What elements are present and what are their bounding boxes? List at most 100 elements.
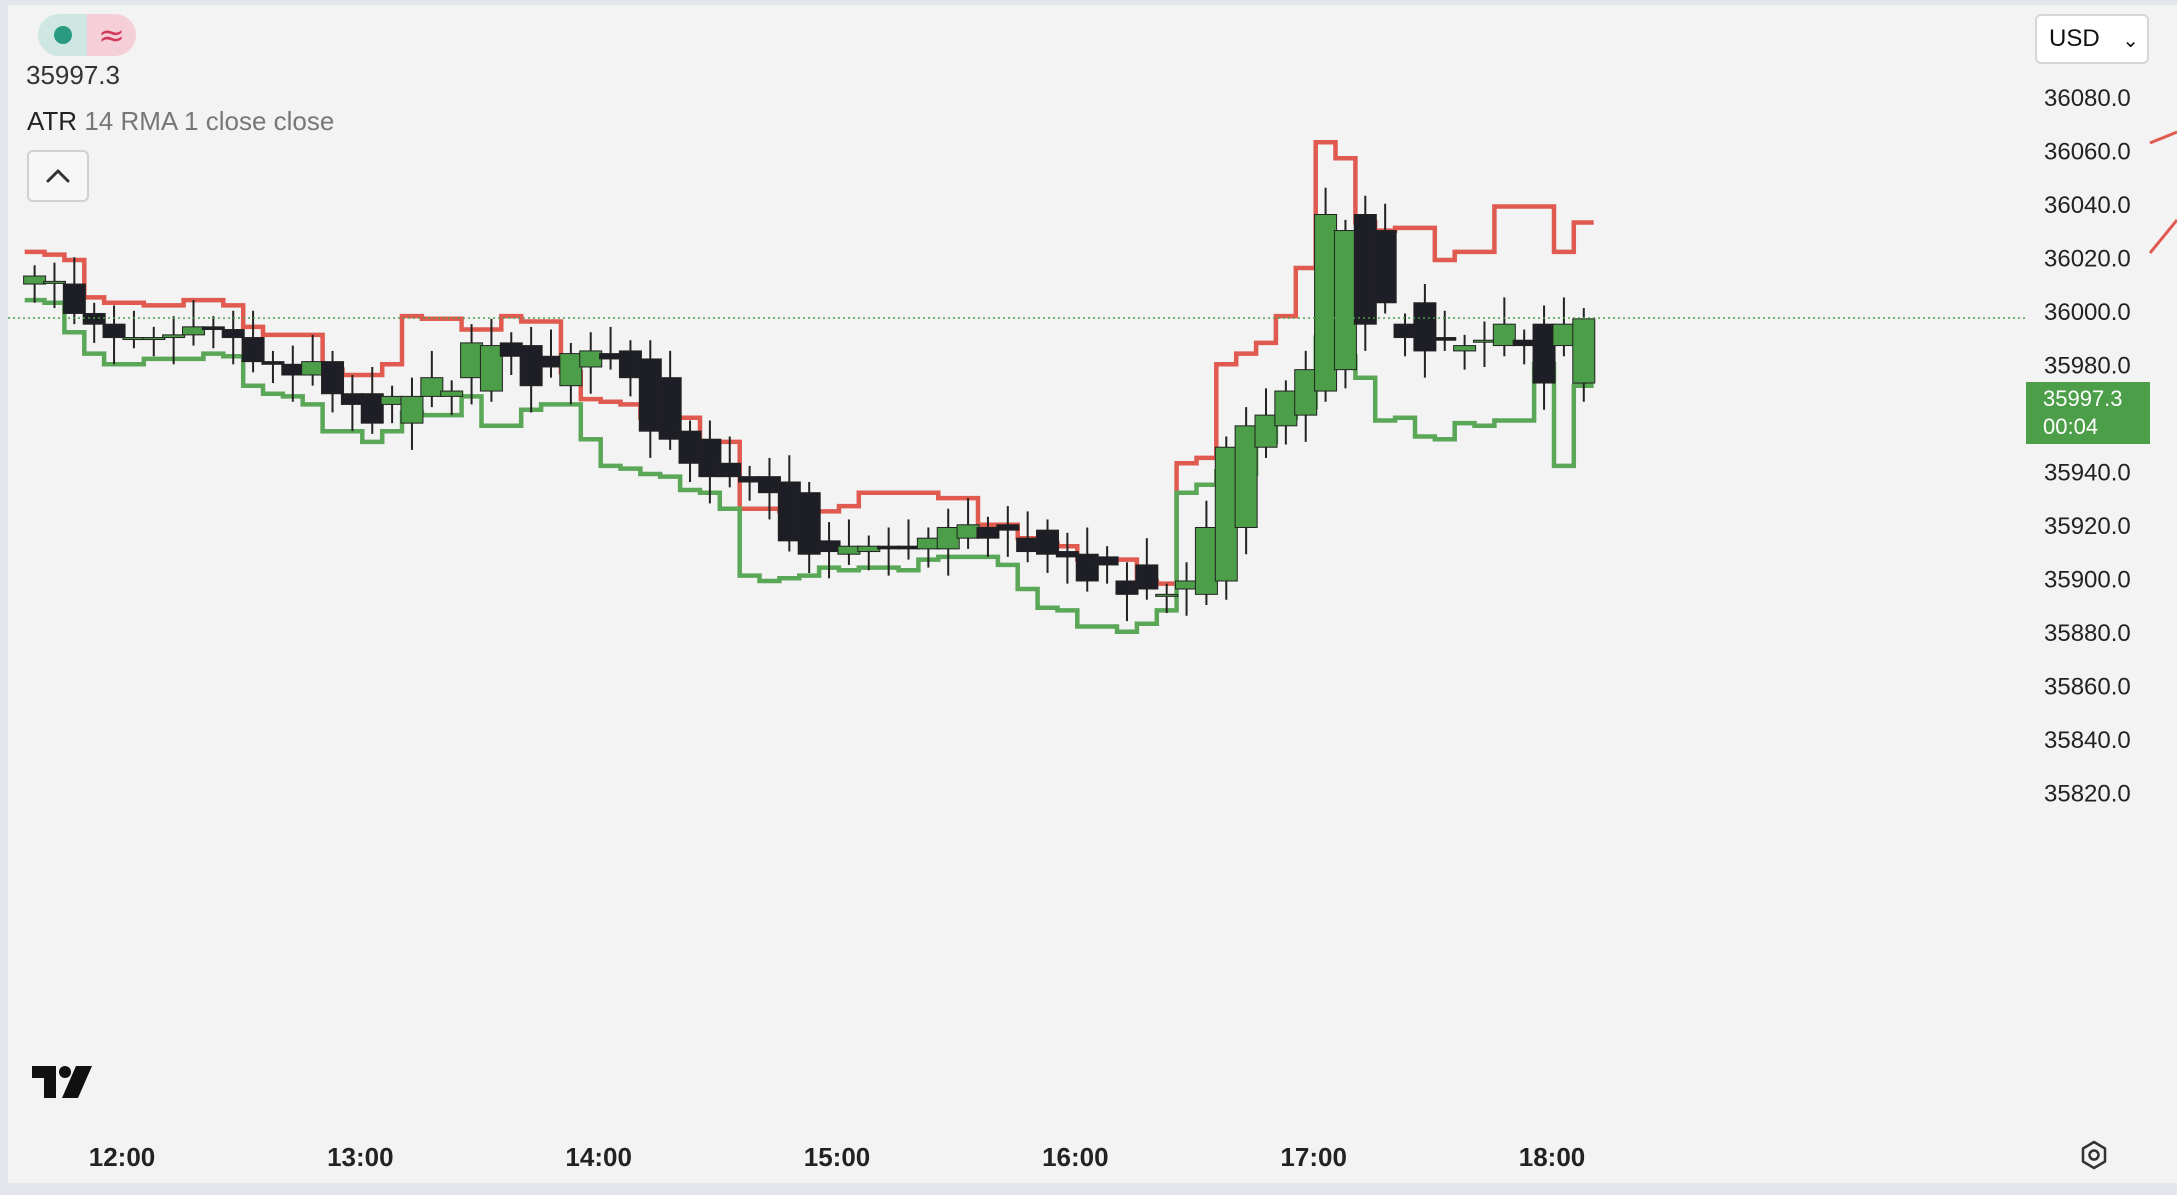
candle — [102, 305, 126, 365]
wave-icon: ≈ — [87, 14, 136, 56]
candle-body — [599, 353, 623, 360]
candle-body — [976, 526, 1000, 539]
candle-body — [1413, 302, 1437, 352]
candle-body — [757, 476, 781, 494]
candle-body — [1175, 580, 1199, 590]
candle — [1552, 297, 1576, 357]
candle-body — [1453, 345, 1477, 352]
candle-body — [201, 326, 225, 331]
candle — [1115, 562, 1139, 622]
candle-body — [1512, 339, 1536, 347]
y-tick-label: 35940.0 — [2044, 459, 2131, 486]
candle-body — [281, 363, 305, 376]
candle-body — [1115, 580, 1139, 595]
candle-body — [1333, 230, 1357, 371]
candle-body — [380, 395, 404, 405]
candle-body — [301, 361, 325, 376]
last-price-value: 35997.3 — [2043, 386, 2123, 411]
candle — [1274, 380, 1298, 445]
y-tick-label: 35840.0 — [2044, 727, 2131, 754]
y-tick-label: 35860.0 — [2044, 673, 2131, 700]
candle-body — [102, 323, 126, 339]
candle-body — [1373, 230, 1397, 304]
candle — [658, 350, 682, 450]
candle — [182, 300, 205, 346]
indicator-visibility-toggle[interactable]: ≈ — [38, 14, 136, 56]
candle-body — [1234, 425, 1258, 528]
candle-body — [877, 545, 901, 550]
candle-body — [499, 342, 523, 357]
candle — [499, 332, 523, 375]
candle — [1373, 203, 1397, 314]
candle — [301, 334, 325, 386]
gear-icon[interactable] — [2079, 1140, 2109, 1175]
candle-body — [579, 350, 603, 368]
candle — [777, 455, 801, 552]
candle-body — [440, 390, 464, 397]
candle-body — [638, 358, 662, 432]
candle — [162, 316, 186, 365]
candle — [638, 340, 662, 458]
candle — [1254, 388, 1278, 458]
candle-body — [1155, 593, 1179, 597]
collapse-legend-button[interactable] — [27, 150, 89, 202]
indicator-legend[interactable]: ATR 14 RMA 1 close close — [27, 106, 334, 137]
candle — [976, 516, 1000, 557]
candle — [1393, 313, 1417, 357]
candle-body — [738, 476, 762, 483]
candle-body — [1572, 318, 1596, 384]
indicator-name: ATR — [27, 106, 78, 136]
candle-body — [1552, 323, 1576, 347]
candle — [1075, 527, 1099, 592]
candle-body — [539, 355, 563, 368]
candle-body — [1472, 339, 1496, 343]
tradingview-logo[interactable] — [32, 1066, 94, 1105]
candle-body — [23, 275, 47, 285]
y-tick-label: 36060.0 — [2044, 138, 2131, 165]
candle-body — [261, 361, 285, 365]
candle — [23, 265, 47, 303]
candle — [340, 375, 364, 432]
currency-select[interactable]: USD ⌄ — [2035, 14, 2149, 64]
candle — [142, 326, 166, 357]
candle-body — [182, 326, 205, 336]
candle — [618, 340, 642, 397]
candle — [360, 366, 384, 434]
candle-body — [777, 481, 801, 542]
candle-body — [857, 545, 881, 553]
candle-body — [678, 430, 702, 464]
candle — [1333, 219, 1357, 389]
candle-body — [698, 438, 722, 478]
x-tick-label: 13:00 — [327, 1142, 394, 1172]
candle-body — [837, 545, 861, 555]
candle — [460, 324, 484, 405]
candle — [936, 508, 960, 576]
y-tick-label: 35900.0 — [2044, 566, 2131, 593]
upper-band-continuation — [2148, 219, 2177, 254]
candle-body — [142, 337, 166, 341]
candle-body — [1254, 414, 1278, 448]
candle-body — [817, 540, 841, 553]
candle — [1453, 334, 1477, 370]
candle-body — [1194, 526, 1218, 595]
candle — [440, 380, 464, 416]
candle — [1095, 546, 1119, 584]
candle-body — [221, 329, 245, 339]
candle-body — [460, 342, 484, 379]
candle — [579, 332, 603, 394]
candle — [1135, 538, 1159, 600]
candle — [321, 350, 345, 413]
candle — [797, 482, 821, 573]
x-tick-label: 12:00 — [89, 1142, 156, 1172]
candle — [1194, 500, 1218, 606]
x-tick-label: 16:00 — [1042, 1142, 1109, 1172]
candle-body — [1016, 537, 1040, 553]
candle-body — [122, 337, 146, 341]
status-dot-icon — [38, 14, 87, 56]
y-tick-label: 36080.0 — [2044, 85, 2131, 112]
candle — [1532, 305, 1556, 410]
legend-price: 35997.3 — [26, 60, 120, 90]
candle — [1472, 321, 1496, 367]
